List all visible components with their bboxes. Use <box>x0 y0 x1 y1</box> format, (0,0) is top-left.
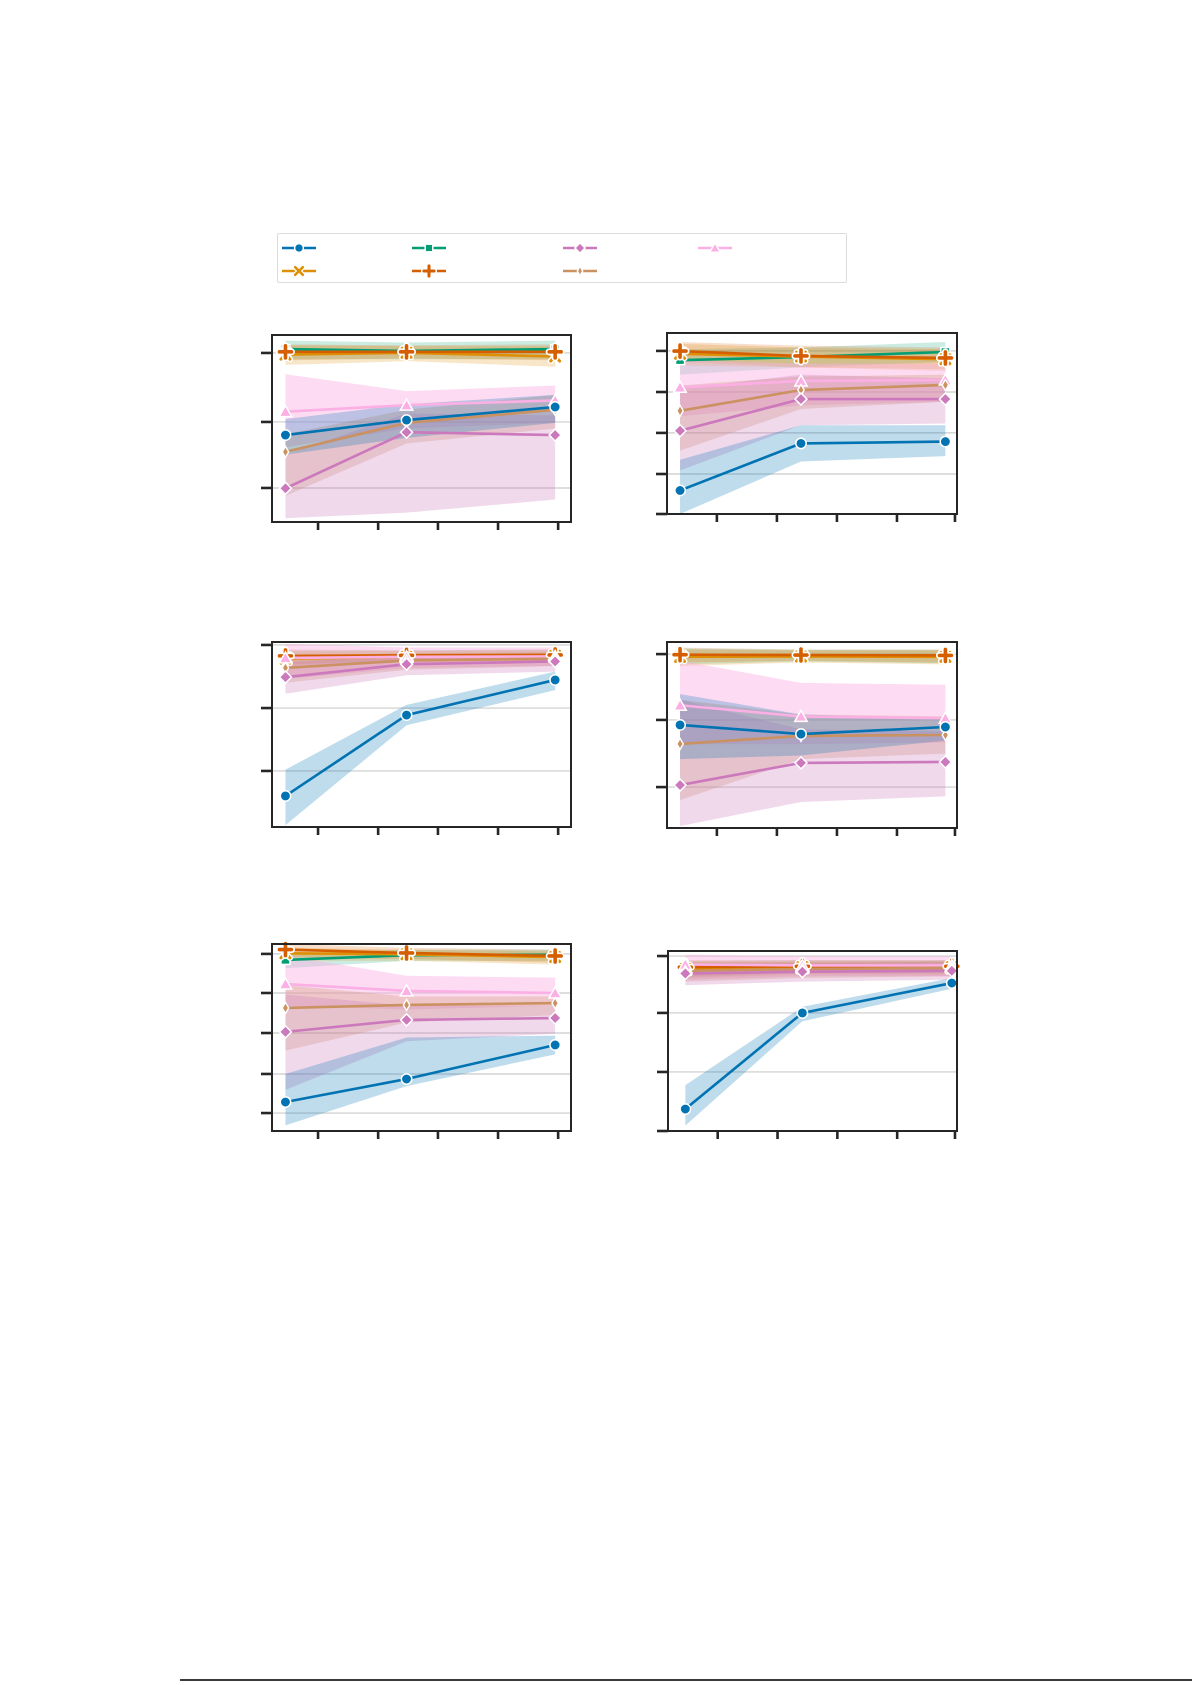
subplot-middle-right-svg <box>656 641 958 836</box>
subplot-top-right <box>651 328 963 528</box>
confidence-bands <box>680 342 946 514</box>
series-markers <box>670 645 955 793</box>
legend-entry-series-vermillion-plus <box>412 262 446 280</box>
confidence-bands <box>285 944 556 1126</box>
axes-spines <box>666 641 958 829</box>
axes-spines <box>666 332 958 515</box>
subplot-top-right-svg <box>656 332 958 522</box>
axes-spines <box>667 950 958 1132</box>
series-markers <box>675 956 962 1115</box>
axes-spines <box>271 943 572 1132</box>
subplot-top-left-svg <box>261 334 572 530</box>
legend-box <box>277 233 847 283</box>
subplot-bottom-left-svg <box>261 940 572 1139</box>
subplot-middle-right <box>651 637 963 842</box>
legend-svg <box>282 241 732 280</box>
series-markers <box>275 645 565 802</box>
legend-entry-series-green-square <box>412 243 446 253</box>
confidence-bands <box>285 643 556 826</box>
subplot-bottom-right <box>652 946 963 1145</box>
page-bottom-rule <box>180 1679 1192 1681</box>
axes-spines <box>271 641 572 828</box>
legend-entry-series-orange-x <box>282 264 316 278</box>
legend-entry-series-blue-circle <box>282 242 316 254</box>
series-markers <box>670 341 955 497</box>
legend-entry-series-tan-thindiamond <box>563 264 597 278</box>
legend-entry-series-orchid-diamond <box>563 241 597 255</box>
legend-entry-series-pink-triangle <box>698 241 732 253</box>
confidence-bands <box>685 954 952 1126</box>
subplot-bottom-left <box>256 939 577 1145</box>
figure <box>256 233 963 1145</box>
subplot-middle-left <box>256 637 577 841</box>
subplot-bottom-right-svg <box>657 950 962 1139</box>
series-markers <box>275 940 565 1108</box>
axes-spines <box>271 334 572 523</box>
subplot-top-left <box>256 330 577 536</box>
series-markers <box>275 342 565 496</box>
subplot-middle-left-svg <box>261 641 572 835</box>
